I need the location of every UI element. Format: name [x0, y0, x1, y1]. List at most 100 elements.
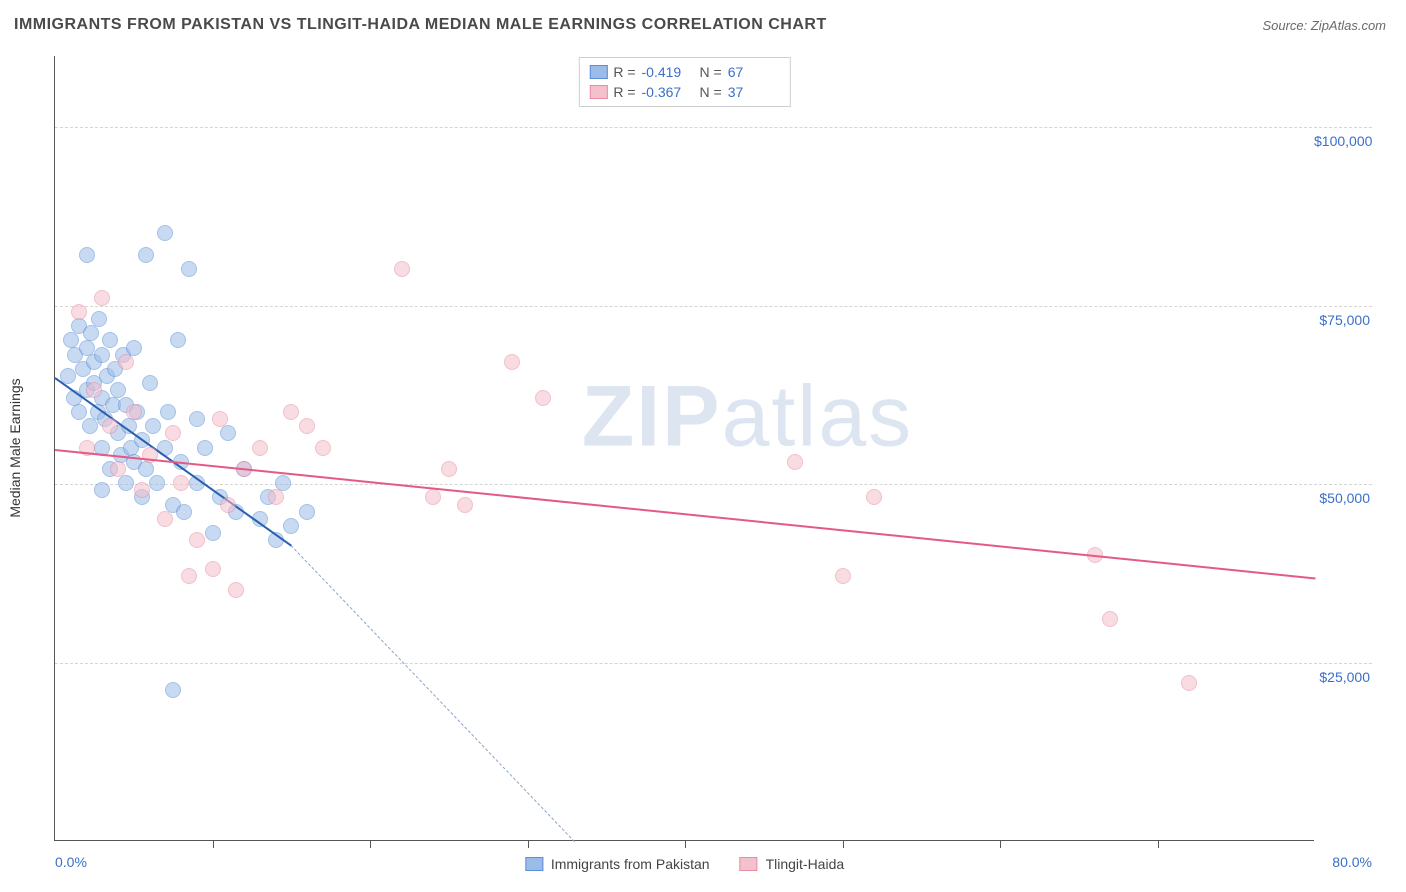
data-point — [110, 461, 126, 477]
data-point — [157, 225, 173, 241]
legend-row: R = -0.367N = 37 — [589, 82, 779, 102]
data-point — [102, 418, 118, 434]
y-tick-label: $75,000 — [1314, 312, 1370, 328]
data-point — [149, 475, 165, 491]
legend-n-value: 67 — [728, 64, 780, 80]
legend-n-value: 37 — [728, 84, 780, 100]
y-tick-label: $100,000 — [1314, 133, 1370, 149]
data-point — [138, 247, 154, 263]
data-point — [197, 440, 213, 456]
data-point — [91, 311, 107, 327]
data-point — [425, 489, 441, 505]
data-point — [220, 425, 236, 441]
data-point — [165, 425, 181, 441]
data-point — [142, 375, 158, 391]
y-tick-label: $50,000 — [1314, 490, 1370, 506]
data-point — [157, 511, 173, 527]
data-point — [79, 247, 95, 263]
data-point — [535, 390, 551, 406]
legend-r-label: R = — [613, 64, 635, 80]
watermark: ZIPatlas — [582, 367, 913, 466]
data-point — [94, 290, 110, 306]
data-point — [205, 561, 221, 577]
x-tick — [528, 840, 529, 848]
data-point — [71, 404, 87, 420]
data-point — [228, 582, 244, 598]
correlation-legend: R = -0.419 N = 67 R = -0.367N = 37 — [578, 57, 790, 107]
data-point — [94, 482, 110, 498]
data-point — [1181, 675, 1197, 691]
data-point — [866, 489, 882, 505]
legend-swatch — [740, 857, 758, 871]
series-legend: Immigrants from Pakistan Tlingit-Haida — [525, 856, 844, 872]
legend-swatch — [525, 857, 543, 871]
gridline — [55, 127, 1372, 128]
data-point — [441, 461, 457, 477]
data-point — [457, 497, 473, 513]
data-point — [189, 532, 205, 548]
trend-line-extrapolated — [291, 545, 575, 842]
data-point — [126, 340, 142, 356]
data-point — [118, 354, 134, 370]
x-tick — [685, 840, 686, 848]
data-point — [86, 382, 102, 398]
y-axis-label: Median Male Earnings — [7, 378, 23, 517]
data-point — [275, 475, 291, 491]
data-point — [94, 347, 110, 363]
data-point — [1102, 611, 1118, 627]
legend-r-value: -0.419 — [642, 64, 694, 80]
data-point — [71, 304, 87, 320]
data-point — [299, 418, 315, 434]
data-point — [283, 404, 299, 420]
data-point — [170, 332, 186, 348]
data-point — [173, 475, 189, 491]
data-point — [82, 418, 98, 434]
data-point — [189, 411, 205, 427]
x-tick — [370, 840, 371, 848]
legend-n-label: N = — [700, 84, 722, 100]
legend-series-name: Tlingit-Haida — [766, 856, 845, 872]
data-point — [138, 461, 154, 477]
chart-title: IMMIGRANTS FROM PAKISTAN VS TLINGIT-HAID… — [14, 16, 827, 34]
x-tick — [1000, 840, 1001, 848]
x-limit-label: 0.0% — [55, 854, 87, 870]
data-point — [126, 404, 142, 420]
data-point — [181, 261, 197, 277]
data-point — [252, 440, 268, 456]
data-point — [283, 518, 299, 534]
data-point — [118, 475, 134, 491]
data-point — [299, 504, 315, 520]
x-tick — [1158, 840, 1159, 848]
data-point — [83, 325, 99, 341]
data-point — [102, 332, 118, 348]
legend-item: Immigrants from Pakistan — [525, 856, 710, 872]
data-point — [787, 454, 803, 470]
source-attribution: Source: ZipAtlas.com — [1262, 18, 1386, 33]
data-point — [835, 568, 851, 584]
data-point — [504, 354, 520, 370]
data-point — [212, 411, 228, 427]
legend-r-label: R = — [613, 84, 635, 100]
legend-series-name: Immigrants from Pakistan — [551, 856, 710, 872]
legend-swatch — [589, 65, 607, 79]
legend-item: Tlingit-Haida — [740, 856, 845, 872]
data-point — [315, 440, 331, 456]
x-limit-label: 80.0% — [1332, 854, 1372, 870]
data-point — [145, 418, 161, 434]
data-point — [268, 489, 284, 505]
legend-n-label: N = — [700, 64, 722, 80]
data-point — [181, 568, 197, 584]
data-point — [394, 261, 410, 277]
data-point — [205, 525, 221, 541]
scatter-chart: Median Male Earnings ZIPatlas R = -0.419… — [54, 56, 1372, 841]
data-point — [220, 497, 236, 513]
legend-swatch — [589, 85, 607, 99]
legend-row: R = -0.419 N = 67 — [589, 62, 779, 82]
x-tick — [843, 840, 844, 848]
gridline — [55, 663, 1372, 664]
data-point — [176, 504, 192, 520]
y-tick-label: $25,000 — [1314, 669, 1370, 685]
gridline — [55, 484, 1372, 485]
data-point — [134, 482, 150, 498]
gridline — [55, 306, 1372, 307]
